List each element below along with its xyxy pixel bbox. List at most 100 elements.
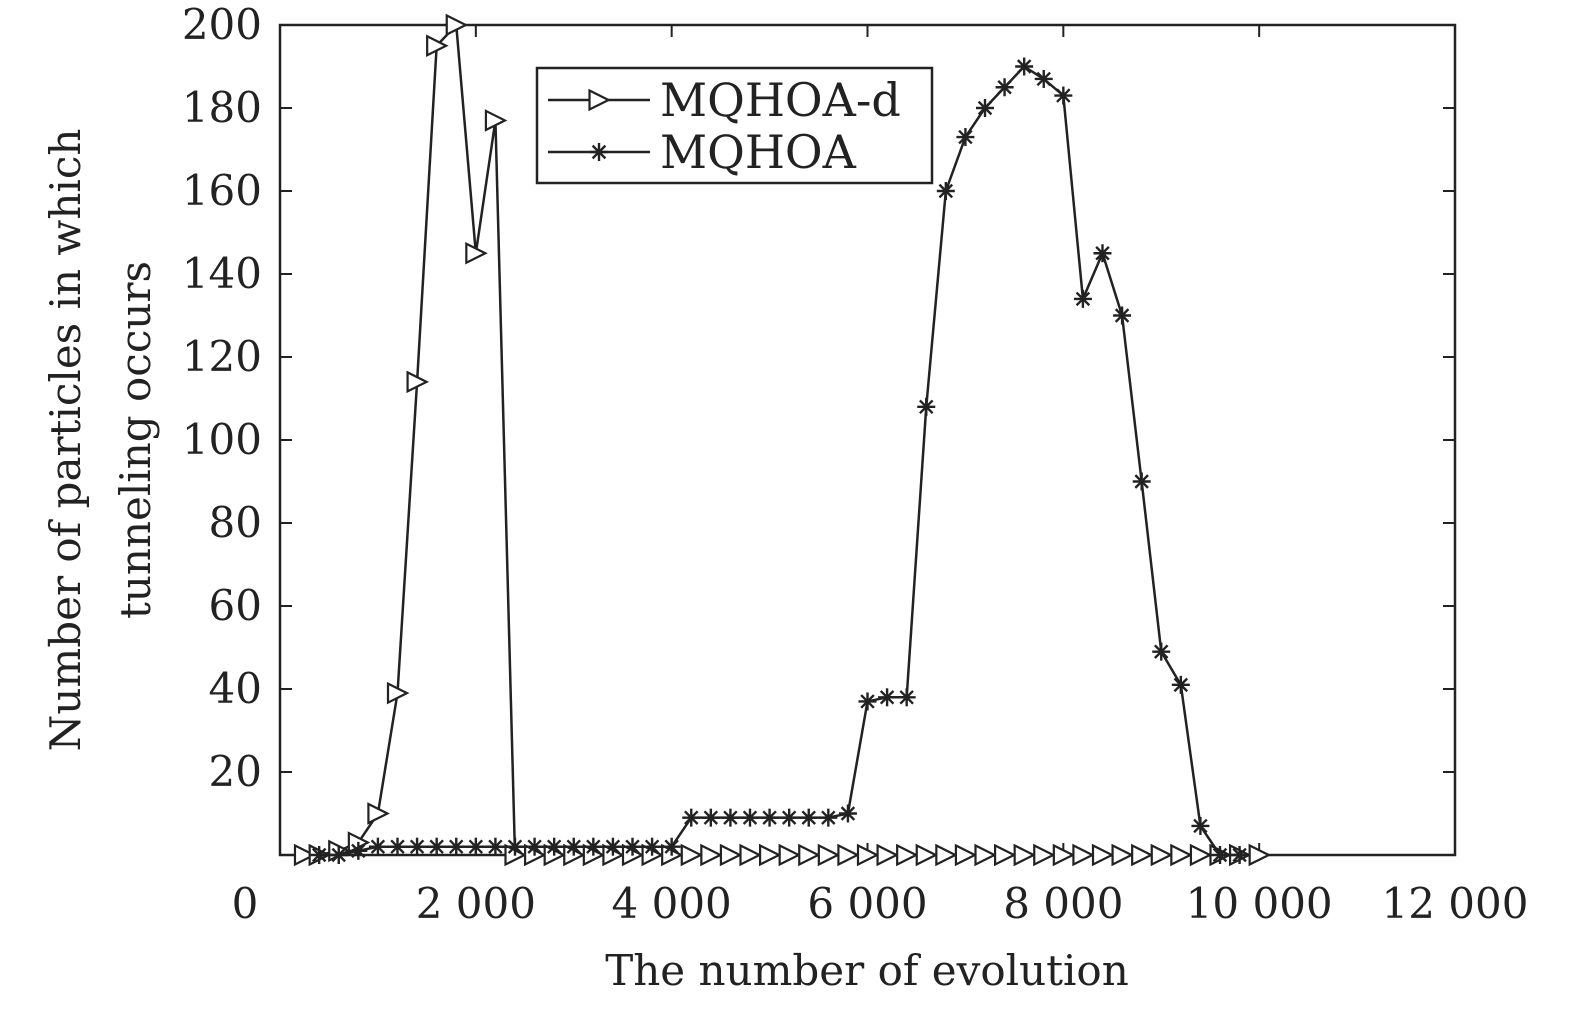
y-tick-label: 160: [182, 166, 262, 215]
series-mqhoa: [310, 57, 1249, 864]
data-point-mqhoa-d: [1248, 843, 1272, 867]
axis-tick-labels: 0 2 000 4 000 6 000 8 000 10 000 12 000 20 40 60 8…: [182, 0, 1529, 928]
data-point-mqhoa: [623, 837, 642, 856]
data-point-mqhoa-d: [778, 843, 802, 867]
data-point-mqhoa: [329, 846, 348, 864]
data-point-mqhoa-d: [1170, 843, 1193, 867]
data-point-mqhoa-d: [915, 843, 939, 867]
legend-label-mqhoa: MQHOA: [660, 125, 857, 179]
data-point-mqhoa-d: [837, 843, 860, 867]
data-point-mqhoa: [603, 837, 622, 856]
data-point-mqhoa: [721, 808, 740, 827]
data-point-mqhoa: [310, 846, 329, 864]
data-point-mqhoa-d: [426, 34, 449, 58]
data-point-mqhoa: [643, 837, 662, 856]
y-axis-title-line-1: Number of particles in which: [41, 129, 90, 752]
data-point-mqhoa-d: [896, 843, 919, 867]
data-point-mqhoa-d: [993, 843, 1017, 867]
data-point-mqhoa: [976, 99, 994, 117]
data-point-mqhoa: [427, 837, 446, 856]
data-point-mqhoa: [1211, 846, 1229, 864]
x-tick-label: 2 000: [416, 879, 536, 928]
data-point-mqhoa: [1191, 816, 1210, 835]
data-point-mqhoa-d: [700, 843, 723, 867]
data-point-mqhoa: [486, 837, 505, 856]
data-point-mqhoa: [1113, 306, 1132, 325]
data-point-mqhoa: [447, 837, 466, 856]
x-tick-label: 12 000: [1382, 879, 1529, 928]
data-point-mqhoa: [466, 837, 485, 856]
data-point-mqhoa-d: [1072, 843, 1095, 867]
data-point-mqhoa: [819, 808, 838, 827]
x-tick-label: 6 000: [807, 879, 927, 928]
y-tick-label: 20: [209, 747, 262, 796]
series-group: [293, 13, 1272, 867]
y-tick-label: 80: [209, 498, 262, 547]
data-point-mqhoa-d: [293, 843, 317, 867]
data-point-mqhoa: [525, 837, 544, 856]
data-point-mqhoa-d: [680, 843, 704, 867]
data-point-mqhoa-d: [739, 843, 762, 867]
axis-ticks: [280, 25, 1455, 855]
x-tick-label: 8 000: [1003, 879, 1123, 928]
x-tick-label: 0: [232, 879, 259, 928]
data-point-mqhoa: [682, 808, 701, 827]
legend-label-mqhoa-d: MQHOA-d: [660, 73, 901, 127]
legend-marker-symbol-mqhoa: [590, 143, 608, 161]
data-point-mqhoa-d: [817, 843, 841, 867]
data-point-mqhoa: [368, 837, 387, 856]
data-point-mqhoa-d: [1013, 843, 1037, 867]
data-point-mqhoa-d: [484, 109, 508, 132]
data-point-mqhoa: [995, 78, 1014, 97]
data-point-mqhoa: [1015, 57, 1034, 76]
data-point-mqhoa-d: [1150, 843, 1174, 867]
y-tick-label: 60: [209, 581, 262, 630]
data-point-mqhoa: [1132, 472, 1151, 491]
legend-marker-symbol-mqhoa-d: [588, 88, 611, 112]
data-point-mqhoa: [760, 808, 779, 827]
data-point-mqhoa-d: [406, 370, 430, 394]
data-point-mqhoa-d: [935, 843, 958, 867]
data-point-mqhoa-d: [1131, 843, 1154, 867]
data-point-mqhoa-d: [758, 843, 782, 867]
y-axis-title-line-2: tunneling occurs: [111, 261, 160, 619]
data-point-mqhoa-d: [1091, 843, 1115, 867]
data-point-mqhoa: [956, 128, 975, 147]
data-point-mqhoa-d: [719, 843, 743, 867]
data-point-mqhoa: [878, 688, 897, 707]
x-axis-title: The number of evolution: [605, 946, 1129, 995]
data-point-mqhoa: [936, 182, 955, 200]
data-point-mqhoa-d: [876, 843, 900, 867]
y-tick-label: 180: [182, 83, 262, 132]
legend-box: [535, 66, 934, 185]
series-line-mqhoa: [319, 65, 1240, 857]
y-tick-label: 200: [182, 0, 262, 49]
legend-marker-mqhoa: [590, 143, 608, 161]
data-point-mqhoa-d: [465, 241, 488, 265]
data-point-mqhoa-d: [1052, 843, 1076, 867]
data-point-mqhoa: [349, 841, 368, 860]
data-point-mqhoa: [408, 837, 427, 856]
data-point-mqhoa-d: [386, 681, 410, 705]
legend: MQHOA-d MQHOA: [535, 66, 934, 185]
data-point-mqhoa: [838, 804, 857, 823]
data-point-mqhoa: [1171, 675, 1190, 694]
data-point-mqhoa-d: [1033, 843, 1056, 867]
y-tick-label: 120: [182, 332, 262, 381]
data-point-mqhoa: [1152, 642, 1171, 661]
data-point-mqhoa: [799, 808, 818, 827]
y-tick-label: 100: [182, 415, 262, 464]
data-point-mqhoa: [741, 808, 759, 827]
data-point-mqhoa: [662, 837, 681, 856]
data-point-mqhoa-d: [1111, 843, 1135, 867]
data-point-mqhoa: [584, 837, 603, 856]
data-point-mqhoa-d: [954, 843, 978, 867]
x-tick-label: 10 000: [1186, 879, 1333, 928]
data-point-mqhoa: [701, 808, 720, 827]
data-point-mqhoa-d: [856, 843, 880, 867]
legend-marker-mqhoa-d: [588, 88, 611, 112]
y-tick-label: 140: [182, 249, 262, 298]
data-point-mqhoa: [1034, 69, 1053, 88]
data-point-mqhoa: [1230, 846, 1249, 864]
